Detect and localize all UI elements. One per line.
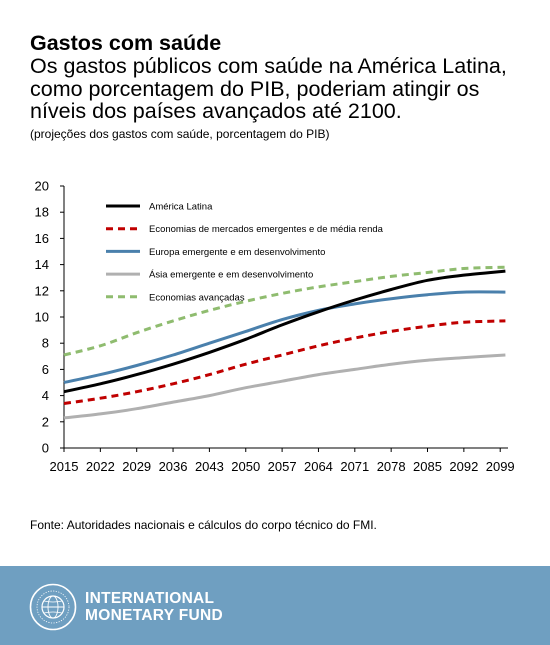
series-line-0 [63, 269, 506, 394]
chart-title: Gastos com saúde [30, 31, 222, 55]
source-note: Fonte: Autoridades nacionais e cálculos … [30, 518, 377, 532]
x-tick-label: 2071 [340, 459, 369, 474]
y-tick-label: 12 [35, 283, 49, 298]
y-tick-label: 6 [42, 362, 49, 377]
imf-seal-icon [29, 583, 77, 631]
x-tick-label: 2085 [413, 459, 442, 474]
line-chart: 0 2 4 6 8 10 12 14 16 18 20 2015 2022 2029 2036 2043 205… [35, 179, 515, 475]
x-tick-label: 2036 [159, 459, 188, 474]
chart-note: (projeções dos gastos com saúde, porcent… [30, 127, 330, 141]
y-tick-label: 4 [42, 388, 49, 403]
org-name-line2: MONETARY FUND [85, 607, 223, 624]
x-tick-label: 2064 [304, 459, 333, 474]
x-tick-label: 2050 [231, 459, 260, 474]
y-tick-label: 14 [35, 257, 49, 272]
y-tick-label: 10 [35, 310, 49, 325]
y-tick-label: 2 [42, 414, 49, 429]
chart-subtitle: Os gastos públicos com saúde na América … [30, 54, 507, 123]
x-tick-label: 2057 [268, 459, 297, 474]
y-tick-label: 8 [42, 336, 49, 351]
x-tick-label: 2092 [449, 459, 478, 474]
x-tick-label: 2022 [86, 459, 115, 474]
x-tick-label: 2029 [122, 459, 151, 474]
x-tick-label: 2043 [195, 459, 224, 474]
series-line-4 [63, 265, 506, 357]
legend-label: Economias avançadas [149, 292, 245, 303]
footer-bar: INTERNATIONAL MONETARY FUND [0, 566, 550, 645]
x-tick-label: 2099 [486, 459, 515, 474]
legend-label: Ásia emergente e em desenvolvimento [149, 270, 313, 281]
legend-label: Europa emergente e em desenvolvimento [149, 247, 325, 258]
series-line-2 [63, 290, 506, 384]
series-line-3 [63, 353, 506, 420]
legend-label: Economias de mercados emergentes e de mé… [149, 224, 384, 235]
y-tick-label: 18 [35, 205, 49, 220]
y-tick-label: 0 [42, 441, 49, 456]
y-tick-label: 20 [35, 179, 49, 194]
legend-label: América Latina [149, 202, 213, 213]
series-line-1 [63, 319, 506, 405]
x-tick-label: 2078 [377, 459, 406, 474]
x-tick-label: 2015 [50, 459, 79, 474]
org-name-line1: INTERNATIONAL [85, 590, 215, 607]
org-name: INTERNATIONAL MONETARY FUND [85, 590, 223, 624]
y-tick-label: 16 [35, 231, 49, 246]
